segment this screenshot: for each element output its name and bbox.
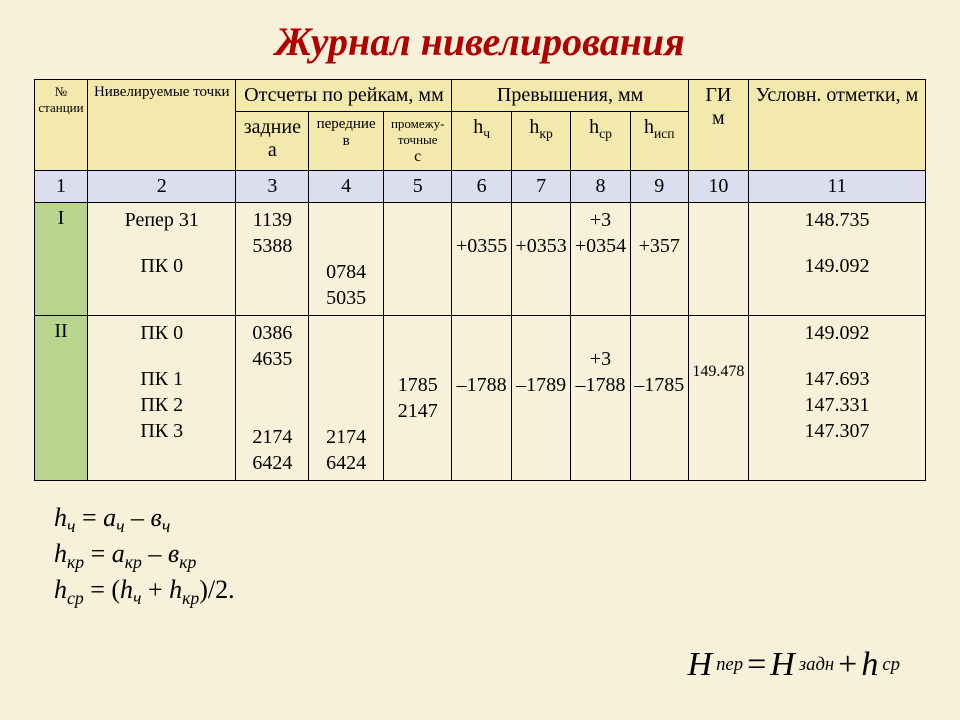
formulas-block: hч = ач – вч hкр = акр – вкр hср = (hч +… [34,503,926,610]
col-hsr: hср [571,112,630,171]
col-hch: hч [452,112,511,171]
formula-2: hкр = акр – вкр [54,539,926,573]
hsr-cell: +3+0354 [571,203,630,316]
hch-cell: +0355 [452,203,511,316]
col-hkr: hкр [511,112,570,171]
col-front: передниев [309,112,384,171]
col-inter: промежу-точныес [384,112,452,171]
col-rear: задниеа [236,112,309,171]
page-title: Журнал нивелирования [34,18,926,65]
station-cell: II [35,316,88,481]
points-cell: ПК 0ПК 1ПК 2ПК 3 [88,316,236,481]
group-exceed: Превышения, мм [452,80,688,112]
col-marks: Условн. отметки, м [748,80,925,171]
col-station: №станции [35,80,88,171]
front-cell: 21746424 [309,316,384,481]
hisp-cell: –1785 [630,316,688,481]
front-cell: 07845035 [309,203,384,316]
formula-1: hч = ач – вч [54,503,926,537]
col-hisp: hисп [630,112,688,171]
hch-cell: –1788 [452,316,511,481]
inter-cell [384,203,452,316]
data-row-1: I Репер 31ПК 0 11395388 07845035 +0355 +… [35,203,926,316]
points-cell: Репер 31ПК 0 [88,203,236,316]
column-number-row: 123 456 789 1011 [35,171,926,203]
formula-3: hср = (hч + hкр)/2. [54,575,926,609]
marks-cell: 148.735149.092 [748,203,925,316]
inter-cell: 17852147 [384,316,452,481]
col-points: Нивелируемые точки [88,80,236,171]
hkr-cell: –1789 [511,316,570,481]
col-gi: ГИм [688,80,748,171]
marks-cell: 149.092147.693147.331147.307 [748,316,925,481]
group-readings: Отсчеты по рейкам, мм [236,80,452,112]
rear-cell: 11395388 [236,203,309,316]
main-formula: Hпер = Hзадн + hср [688,646,900,684]
gi-cell [688,203,748,316]
hsr-cell: +3–1788 [571,316,630,481]
station-cell: I [35,203,88,316]
header-row-1: №станции Нивелируемые точки Отсчеты по р… [35,80,926,112]
hkr-cell: +0353 [511,203,570,316]
gi-cell: 149.478 [688,316,748,481]
leveling-journal-table: №станции Нивелируемые точки Отсчеты по р… [34,79,926,481]
rear-cell: 0386463521746424 [236,316,309,481]
hisp-cell: +357 [630,203,688,316]
data-row-2: II ПК 0ПК 1ПК 2ПК 3 0386463521746424 217… [35,316,926,481]
